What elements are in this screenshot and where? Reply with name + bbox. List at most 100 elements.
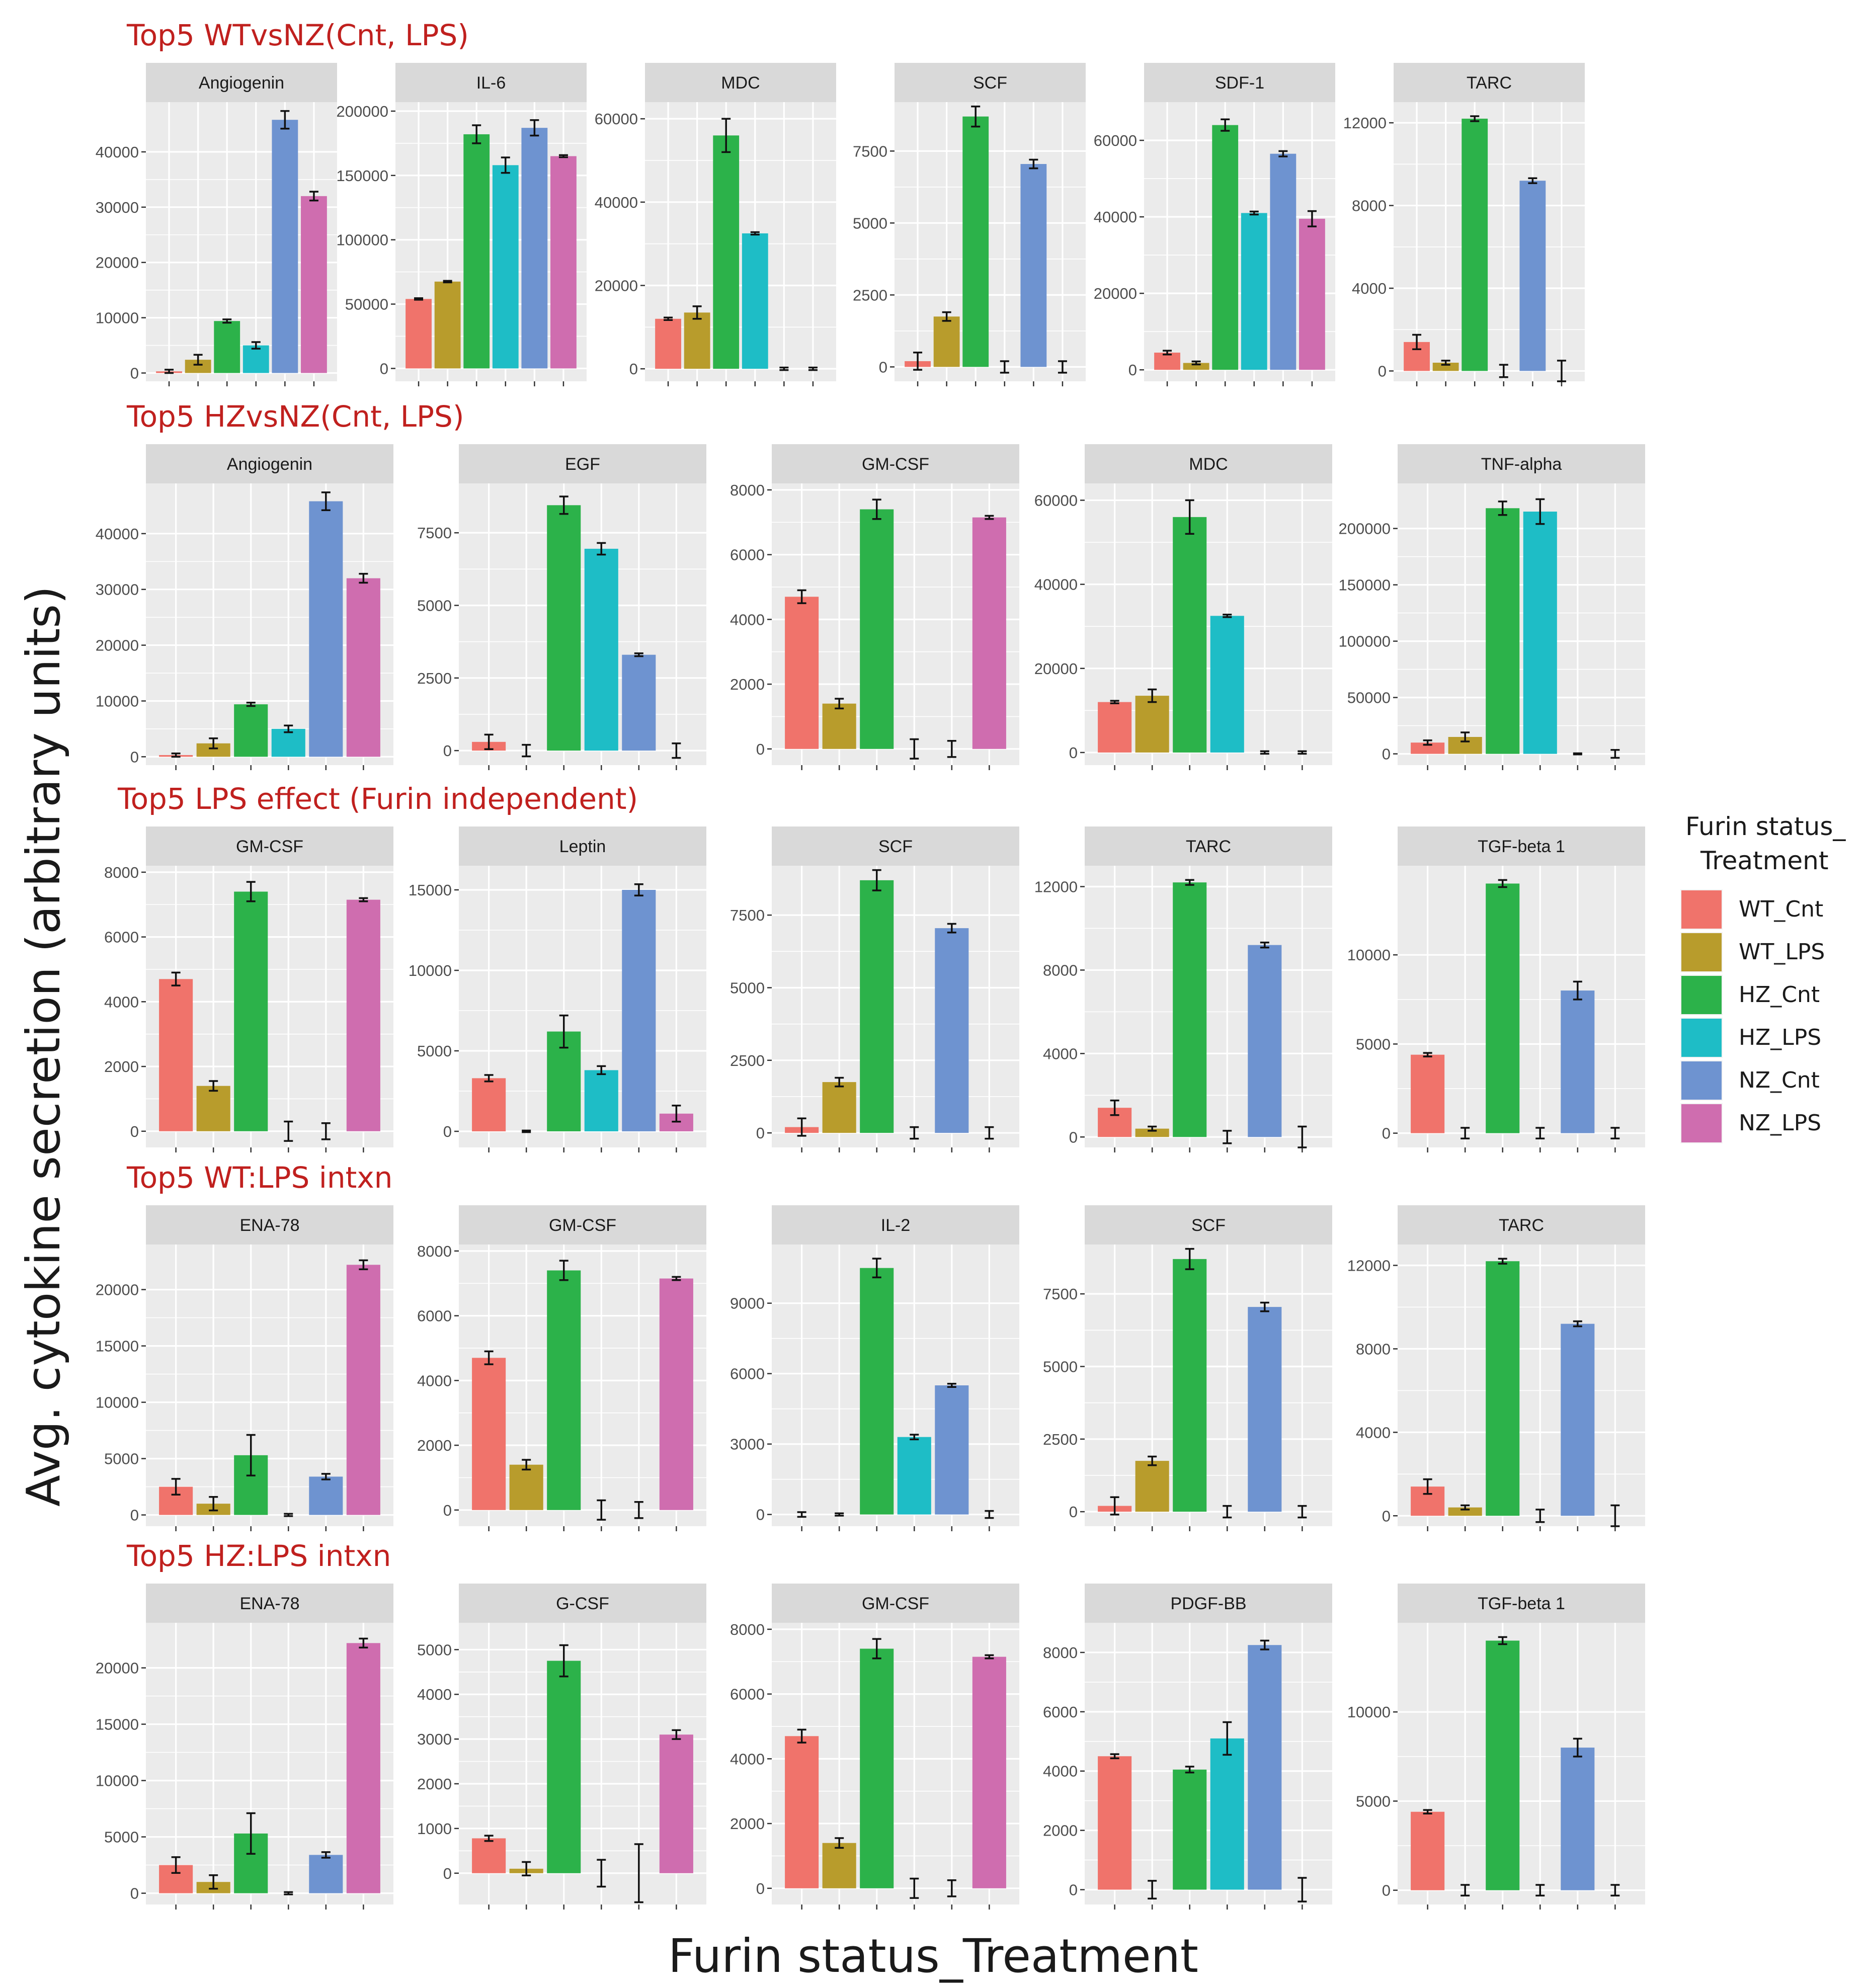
error-bar	[597, 542, 606, 556]
error-bar	[484, 1350, 494, 1365]
y-tick-label: 40000	[96, 525, 139, 543]
error-bar	[634, 1501, 643, 1519]
error-bar	[721, 118, 731, 153]
legend-label: NZ_LPS	[1739, 1110, 1821, 1136]
error-bar	[1260, 1301, 1269, 1312]
y-tick-label: 6000	[1043, 1703, 1078, 1721]
panel-strip	[459, 1584, 706, 1623]
panel: Angiogenin 0 10000 20000 30000 40000	[96, 444, 393, 770]
legend-swatch-hz-cnt	[1681, 976, 1722, 1014]
panel-strip	[1398, 444, 1645, 483]
y-tick-label: 12000	[1343, 114, 1387, 132]
y-tick-label: 0	[130, 1123, 139, 1140]
bar-hz-cnt	[962, 116, 989, 367]
error-bar	[1470, 115, 1480, 122]
error-bar	[280, 110, 290, 130]
error-bar	[672, 742, 681, 759]
error-bar	[634, 1843, 643, 1903]
error-bar	[1307, 210, 1317, 227]
panel-title: ENA-78	[239, 1216, 299, 1235]
error-bar	[947, 1382, 956, 1388]
y-tick-label: 3000	[730, 1436, 765, 1453]
panel: GM-CSF 0 2000 4000 6000 8000	[417, 1205, 706, 1531]
error-bar	[835, 698, 844, 710]
bar-hz-lps	[1241, 213, 1267, 370]
panel-strip	[146, 444, 393, 483]
error-bar	[1535, 1509, 1545, 1523]
error-bar	[1163, 350, 1172, 356]
error-bar	[1148, 1455, 1157, 1466]
bar-nz-cnt	[521, 128, 548, 369]
y-tick-label: 4000	[1043, 1763, 1078, 1780]
legend-swatch-hz-lps	[1681, 1019, 1722, 1057]
y-tick-label: 6000	[417, 1307, 452, 1325]
bar-wt-lps	[822, 1843, 856, 1888]
y-tick-label: 30000	[96, 581, 139, 599]
y-tick-label: 0	[443, 1502, 452, 1519]
bar-nz-lps	[659, 1734, 693, 1873]
panel: TNF-alpha 0 50000 100000 150000 200000	[1339, 444, 1645, 770]
y-tick-label: 2500	[417, 670, 452, 687]
error-bar	[672, 1276, 681, 1281]
bar-hz-cnt	[1173, 517, 1207, 753]
error-bar	[222, 318, 232, 324]
y-tick-label: 15000	[96, 1338, 139, 1355]
bar-wt-cnt	[472, 1078, 506, 1131]
error-bar	[443, 280, 452, 284]
panel-title: IL-6	[476, 73, 506, 93]
panel-strip	[1085, 444, 1332, 483]
error-bar	[501, 156, 510, 174]
y-tick-label: 8000	[1043, 1644, 1078, 1662]
panel-strip	[895, 63, 1086, 102]
error-bar	[1461, 1504, 1470, 1511]
error-bar	[209, 1080, 218, 1092]
error-bar	[1528, 177, 1537, 184]
error-bar	[1610, 1504, 1620, 1527]
error-bar	[1297, 1125, 1307, 1148]
panel: MDC 0 20000 40000 60000	[595, 63, 836, 386]
y-tick-label: 5000	[104, 1829, 139, 1846]
y-tick-label: 20000	[96, 254, 139, 272]
legend-swatch-wt-cnt	[1681, 890, 1722, 929]
panel-strip	[772, 826, 1019, 866]
error-bar	[1191, 360, 1201, 366]
error-bar	[484, 1835, 494, 1842]
error-bar	[1278, 150, 1288, 157]
error-bar	[1058, 360, 1067, 374]
error-bar	[171, 1478, 181, 1496]
legend-swatch-nz-cnt	[1681, 1061, 1722, 1100]
y-tick-label: 100000	[337, 231, 388, 249]
error-bar	[1260, 941, 1269, 949]
error-bar	[1423, 1052, 1432, 1057]
bar-nz-cnt	[1020, 164, 1047, 367]
y-tick-label: 0	[756, 740, 765, 758]
y-tick-label: 2500	[1043, 1431, 1078, 1448]
y-tick-label: 5000	[417, 1042, 452, 1060]
y-tick-label: 0	[443, 1123, 452, 1140]
error-bar	[1441, 360, 1450, 366]
error-bar	[171, 752, 181, 758]
error-bar	[530, 119, 539, 137]
y-tick-label: 7500	[730, 906, 765, 924]
error-bar	[359, 897, 368, 902]
panel-background	[459, 483, 706, 765]
bar-hz-cnt	[547, 505, 581, 751]
error-bar	[1223, 1130, 1232, 1144]
bar-hz-cnt	[1212, 125, 1239, 370]
y-tick-label: 8000	[104, 864, 139, 881]
panel: SCF 0 2500 5000 7500	[1043, 1205, 1332, 1531]
error-bar	[1573, 1737, 1582, 1758]
y-tick-label: 0	[130, 1507, 139, 1524]
error-bar	[750, 231, 760, 236]
panel-title: TARC	[1186, 837, 1231, 856]
y-tick-label: 0	[443, 1865, 452, 1882]
bar-hz-lps	[897, 1437, 931, 1515]
error-bar	[910, 1434, 919, 1441]
bar-nz-lps	[346, 578, 380, 757]
y-tick-label: 40000	[595, 194, 638, 211]
bar-hz-lps	[242, 345, 269, 373]
error-bar	[1297, 750, 1307, 755]
y-tick-label: 10000	[96, 309, 139, 327]
facet-row: Top5 HZvsNZ(Cnt, LPS) Angiogenin 0 10000 200…	[96, 399, 1645, 770]
bar-hz-cnt	[1173, 1259, 1207, 1512]
